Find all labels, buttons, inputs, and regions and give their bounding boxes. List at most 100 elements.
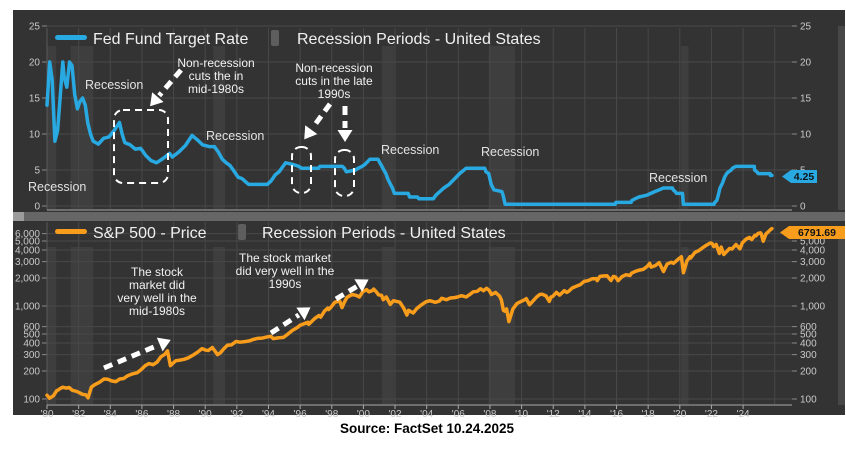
recession-legend-swatch-bottom (238, 224, 246, 240)
x-axis-label: '90 (199, 409, 212, 420)
y-axis-label-right: 400 (800, 339, 817, 350)
annotation-text: very well in the (117, 291, 197, 305)
annotation-arrow-head (304, 125, 318, 140)
x-axis-label: '80 (40, 409, 53, 420)
y-axis-label-right: 600 (800, 322, 817, 333)
annotation-text: The stock market (239, 251, 332, 265)
y-axis-label-left: 600 (23, 322, 40, 333)
y-axis-label-left: 6,000 (15, 229, 40, 240)
y-axis-label-right: 2,000 (800, 274, 825, 285)
y-axis-label-right: 3,000 (800, 257, 825, 268)
annotation-arrow-head (354, 279, 369, 293)
x-axis-label: '04 (420, 409, 433, 420)
annotation-arrow-head (156, 337, 171, 352)
fed-tag-box (791, 170, 817, 183)
y-axis-label-left: 5,000 (15, 236, 40, 247)
recession-text-label: Recession (206, 129, 264, 143)
panel-divider-scrollbar[interactable] (13, 212, 845, 221)
annotation-text: 1990s (269, 277, 302, 291)
y-axis-label-left: 20 (29, 58, 41, 69)
y-axis-label-left: 300 (23, 350, 40, 361)
spx-tag-box (789, 226, 845, 239)
fed-rate-chart: 00551010151520202525RecessionRecessionRe… (28, 22, 812, 213)
y-axis-label-right: 100 (800, 395, 817, 406)
x-axis-label: '00 (357, 409, 370, 420)
annotation-text: did very well in the (236, 264, 335, 278)
annotation-text: market did (129, 278, 185, 292)
y-axis-label-left: 15 (29, 94, 41, 105)
fed-tag-value: 4.25 (794, 171, 815, 183)
spx-last-value-tag: 6791.69 (780, 226, 845, 239)
sp500-price-line (45, 226, 774, 400)
y-axis-label-left: 100 (23, 395, 40, 406)
y-axis-label-right: 20 (800, 58, 812, 69)
x-axis-label: '84 (104, 409, 117, 420)
annotation-arrow-shaft (334, 284, 358, 302)
right-scrollbar-top[interactable] (838, 26, 845, 210)
annotation-arrow-shaft (157, 68, 183, 98)
y-axis-label-left: 400 (23, 339, 40, 350)
y-axis-label-left: 500 (23, 329, 40, 340)
fed-chart-legend: Fed Fund Target Rate Recession Periods -… (55, 30, 541, 48)
y-axis-label-right: 200 (800, 367, 817, 378)
x-axis-label: '24 (737, 409, 750, 420)
recession-text-label: Recession (381, 143, 439, 157)
annotation-text: cuts in the late (295, 74, 373, 88)
y-axis-label-left: 2,000 (15, 274, 40, 285)
recession-band (70, 46, 94, 209)
recession-legend-label-top: Recession Periods - United States (297, 31, 541, 48)
panel-divider-notch[interactable] (13, 212, 24, 221)
x-axis-label: '96 (294, 409, 307, 420)
y-axis-label-left: 25 (29, 22, 41, 33)
fed-tag-arrow (782, 170, 791, 183)
recession-band (681, 46, 689, 209)
y-axis-label-left: 0 (34, 202, 40, 213)
recession-band (381, 247, 394, 404)
non-recession-cuts-box (113, 109, 169, 184)
y-axis-label-left: 10 (29, 130, 41, 141)
recession-legend-swatch-top (271, 30, 279, 46)
recession-band (213, 247, 225, 404)
spx-chart-legend: S&P 500 - Price Recession Periods - Unit… (55, 224, 506, 242)
annotation-text: The stock (131, 265, 184, 279)
y-axis-label-right: 5,000 (800, 236, 825, 247)
x-axis-label: '94 (262, 409, 275, 420)
annotation-text: mid-1980s (188, 82, 244, 96)
recession-band (70, 247, 94, 404)
recession-text-label: Recession (649, 171, 707, 185)
x-axis-label: '22 (705, 409, 718, 420)
annotation-arrow-shaft (103, 342, 159, 371)
y-axis-label-right: 0 (800, 202, 806, 213)
x-axis-label: '06 (452, 409, 465, 420)
x-axis-label: '12 (547, 409, 560, 420)
spx-tag-arrow (780, 226, 789, 239)
spx-tag-value: 6791.69 (798, 227, 836, 239)
y-axis-label-right: 300 (800, 350, 817, 361)
recession-text-label: Recession (481, 145, 539, 159)
x-axis-label: '14 (578, 409, 591, 420)
y-axis-label-left: 4,000 (15, 246, 40, 257)
x-axis-label: '88 (167, 409, 180, 420)
annotation-text: Non-recession (295, 61, 372, 75)
x-axis-label: '10 (515, 409, 528, 420)
annotation-arrow-head (337, 130, 353, 142)
right-scrollbar-bottom[interactable] (838, 228, 845, 405)
fed-rate-line (45, 60, 774, 206)
y-axis-label-left: 200 (23, 367, 40, 378)
annotation-text: 1990s (318, 87, 351, 101)
recession-text-label: Recession (28, 180, 86, 194)
recession-band (47, 46, 57, 209)
y-axis-label-right: 500 (800, 329, 817, 340)
annotation-text: Non-recession (177, 56, 254, 70)
x-axis-label: '98 (325, 409, 338, 420)
x-axis-label: '08 (483, 409, 496, 420)
source-note: Source: FactSet 10.24.2025 (340, 421, 515, 436)
y-axis-label-right: 15 (800, 94, 812, 105)
recession-band (213, 46, 225, 209)
y-axis-label-right: 25 (800, 22, 812, 33)
annotation-arrow-shaft (269, 312, 301, 336)
x-axis-label: '82 (72, 409, 85, 420)
